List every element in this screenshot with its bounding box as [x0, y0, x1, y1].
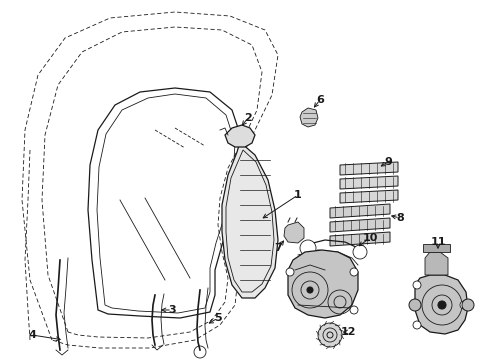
Polygon shape	[329, 204, 389, 218]
Polygon shape	[287, 250, 357, 318]
Text: 3: 3	[168, 305, 176, 315]
Circle shape	[285, 268, 293, 276]
Polygon shape	[284, 222, 304, 243]
Text: 11: 11	[429, 237, 445, 247]
Text: 8: 8	[395, 213, 403, 223]
Circle shape	[461, 299, 473, 311]
Text: 12: 12	[340, 327, 355, 337]
Text: 5: 5	[214, 313, 222, 323]
Circle shape	[412, 321, 420, 329]
Polygon shape	[422, 244, 449, 252]
Text: 7: 7	[274, 243, 281, 253]
Text: 2: 2	[244, 113, 251, 123]
Polygon shape	[329, 218, 389, 232]
Circle shape	[349, 306, 357, 314]
Polygon shape	[424, 252, 447, 275]
Circle shape	[349, 268, 357, 276]
Text: 10: 10	[362, 233, 377, 243]
Polygon shape	[339, 176, 397, 189]
Circle shape	[408, 299, 420, 311]
Polygon shape	[414, 275, 467, 334]
Text: 1: 1	[293, 190, 301, 200]
Circle shape	[352, 245, 366, 259]
Circle shape	[459, 301, 467, 309]
Circle shape	[299, 240, 315, 256]
Polygon shape	[299, 108, 317, 127]
Text: 9: 9	[383, 157, 391, 167]
Polygon shape	[224, 125, 254, 147]
Polygon shape	[222, 142, 278, 298]
Circle shape	[317, 323, 341, 347]
Circle shape	[306, 287, 312, 293]
Polygon shape	[339, 190, 397, 203]
Polygon shape	[339, 162, 397, 175]
Circle shape	[412, 281, 420, 289]
Text: 6: 6	[315, 95, 323, 105]
Text: 4: 4	[28, 330, 36, 340]
Polygon shape	[329, 232, 389, 246]
Circle shape	[437, 301, 445, 309]
